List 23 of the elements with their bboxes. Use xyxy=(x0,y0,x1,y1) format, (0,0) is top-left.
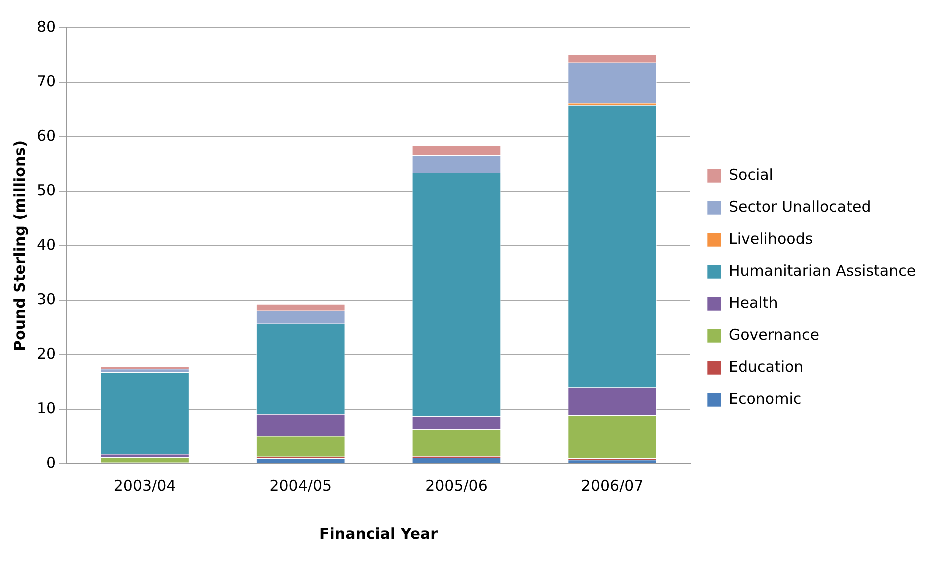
y-axis-title: Pound Sterling (millions) xyxy=(10,140,29,352)
y-tick-label: 0 xyxy=(46,454,56,472)
y-tick-label: 60 xyxy=(36,126,56,145)
y-tick-label: 70 xyxy=(36,72,56,90)
x-axis-title: Financial Year xyxy=(320,524,439,543)
legend-label: Education xyxy=(729,358,804,376)
x-tick-label: 2003/04 xyxy=(114,476,176,495)
legend-label: Health xyxy=(729,294,778,312)
y-tick-label: 10 xyxy=(36,399,56,418)
legend-label: Livelihoods xyxy=(729,230,814,248)
y-tick-label: 20 xyxy=(36,344,56,363)
y-tick-label: 30 xyxy=(36,290,56,308)
legend-label: Sector Unallocated xyxy=(729,198,872,216)
legend-label: Humanitarian Assistance xyxy=(729,262,916,280)
y-tick-label: 80 xyxy=(36,18,56,36)
x-tick-label: 2006/07 xyxy=(581,476,644,495)
y-tick-label: 40 xyxy=(36,236,56,254)
x-tick-label: 2004/05 xyxy=(270,476,332,495)
x-tick-label: 2005/06 xyxy=(426,476,488,495)
legend-label: Governance xyxy=(729,326,820,344)
legend-label: Economic xyxy=(729,390,802,408)
y-tick-label: 50 xyxy=(36,181,56,200)
legend-label: Social xyxy=(729,166,774,184)
